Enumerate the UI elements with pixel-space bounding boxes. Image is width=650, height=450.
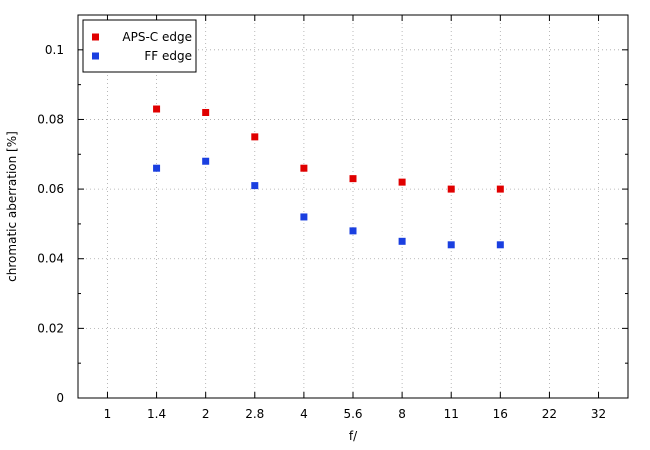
aps-c-point [398,178,406,186]
ff-point [153,164,161,172]
x-tick-label: 11 [444,407,459,421]
x-tick-label: 8 [398,407,406,421]
y-tick-label: 0.02 [37,321,64,335]
ff-point [251,182,259,190]
x-tick-label: 2 [202,407,210,421]
x-tick-label: 2.8 [245,407,264,421]
aps-c-point [349,175,357,183]
aps-c-point [202,108,210,116]
legend-label-aps-c: APS-C edge [122,30,192,44]
x-tick-label: 5.6 [343,407,362,421]
legend-marker-ff [92,52,99,60]
y-tick-label: 0.08 [37,112,64,126]
x-tick-label: 4 [300,407,308,421]
aps-c-point [251,133,259,141]
x-tick-label: 16 [493,407,508,421]
x-tick-label: 1.4 [147,407,166,421]
ff-point [202,157,210,165]
ff-point [300,213,308,221]
aps-c-point [300,164,308,172]
aps-c-point [447,185,455,193]
aps-c-point [153,105,161,113]
legend-box [82,19,197,73]
data-points [153,105,504,249]
ff-point [398,237,406,245]
x-axis-label: f/ [349,429,358,443]
y-tick-label: 0.04 [37,252,64,266]
x-tick-label: 32 [591,407,606,421]
ff-point [496,241,504,249]
y-tick-label: 0 [56,391,64,405]
legend: APS-C edge FF edge [82,19,197,73]
x-tick-label: 1 [104,407,112,421]
ticks: 1 1.4 2 2.8 4 5.6 8 11 16 22 32 0 0.02 0.04 0.06 0.08 0.… [37,14,628,421]
x-tick-label: 22 [542,407,557,421]
legend-marker-aps-c [92,33,99,41]
ff-point [349,227,357,235]
y-tick-label: 0.1 [45,43,64,57]
aps-c-point [496,185,504,193]
y-axis-label: chromatic aberration [%] [5,131,19,282]
legend-label-ff: FF edge [144,49,192,63]
y-tick-label: 0.06 [37,182,64,196]
ff-point [447,241,455,249]
